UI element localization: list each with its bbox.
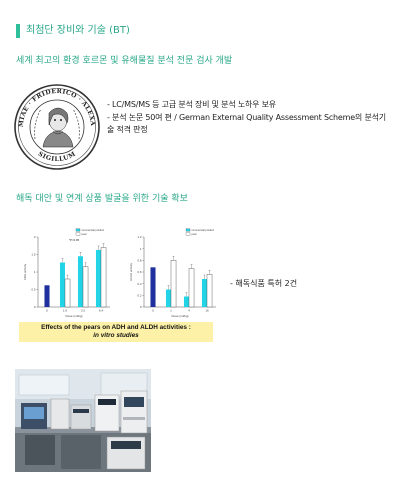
chart1-significance-label: *P<0.05 xyxy=(69,238,79,242)
chart2-ytick-label: 1 xyxy=(140,247,142,251)
chart2-y-label: ALDH activity xyxy=(129,263,133,282)
chart2-ytick-label: 1.2 xyxy=(137,235,142,239)
page-title: 최첨단 장비와 기술 (BT) xyxy=(26,25,130,36)
chart1-xtick-label: 1.6 xyxy=(63,309,68,313)
chart1-xtick-label: 3.2 xyxy=(81,309,86,313)
chart1-control-bar xyxy=(44,285,50,307)
chart2-bar xyxy=(183,296,189,307)
chart2-control-bar xyxy=(150,267,156,307)
section2-heading: 해독 대안 및 연계 상품 발굴을 위한 기술 확보 xyxy=(16,194,188,204)
chart2-bar xyxy=(165,289,171,307)
section1-heading: 세계 최고의 환경 호르몬 및 유해물질 분석 전문 검사 개발 xyxy=(16,56,233,66)
chart1-ytick-label: 0 xyxy=(34,305,36,309)
chart1-ytick-label: 0.5 xyxy=(31,288,36,292)
bullet-equipment: - LC/MS/MS 등 고급 분석 장비 및 분석 노하우 보유 xyxy=(107,100,276,109)
chart2-legend-swatch xyxy=(185,228,191,232)
chart1-bar xyxy=(100,247,107,308)
university-seal-logo: ACADEMIAE · FRIDERICO · ALEXANDRAE SIGIL… xyxy=(13,83,100,170)
patent-note: - 해독식품 특허 2건 xyxy=(230,279,298,288)
chart-caption: Effects of the pears on ADH and ALDH act… xyxy=(19,322,213,342)
chart2-legend-label: commercial product xyxy=(192,228,215,232)
chart1-x-label: Dose (ml/kg) xyxy=(65,314,82,318)
caption-line2: in vitro studies xyxy=(93,332,139,339)
chart2-xtick-label: 1 xyxy=(170,309,172,313)
chart1-bar xyxy=(82,266,89,308)
chart1-bar xyxy=(95,249,101,307)
section1-bullets: - LC/MS/MS 등 고급 분석 장비 및 분석 노하우 보유 - 분석 논… xyxy=(107,99,397,136)
chart1-bar xyxy=(64,278,71,308)
chart1-bar xyxy=(59,262,65,307)
lab-equipment-photo xyxy=(15,369,151,472)
chart2-x-label: Dose (ml/kg) xyxy=(171,314,188,318)
chart1-xtick-label: 0 xyxy=(46,309,48,313)
chart1-legend-swatch xyxy=(75,232,81,236)
chart2-ytick-label: 0.6 xyxy=(137,270,142,274)
chart1-legend-swatch xyxy=(75,228,81,232)
chart1-ytick-label: 2 xyxy=(34,235,36,239)
chart2-bar xyxy=(188,268,195,308)
chart2-legend-swatch xyxy=(185,232,191,236)
title-accent-bar xyxy=(16,24,20,38)
chart2-ytick-label: 0.4 xyxy=(137,282,142,286)
chart2-bar xyxy=(206,274,213,308)
chart2-legend-label: pear xyxy=(192,232,197,236)
bullet-papers-line2: 술 적격 판정 xyxy=(107,125,148,134)
chart1-xtick-label: 6.4 xyxy=(99,309,104,313)
chart2-bar xyxy=(201,279,207,307)
chart2-ytick-label: 0 xyxy=(140,305,142,309)
chart1-ytick-label: 1.5 xyxy=(31,253,36,257)
chart1-ytick-label: 1 xyxy=(34,270,36,274)
chart2-bar xyxy=(170,260,177,308)
chart2-ytick-label: 0.2 xyxy=(137,294,142,298)
bullet-papers-line1: - 분석 논문 50여 편 / German External Quality … xyxy=(107,113,386,122)
caption-line1: Effects of the pears on ADH and ALDH act… xyxy=(41,324,191,331)
enzyme-activity-charts: 0 0.5 1 1.5 2 ADH activity Dose (ml/kg) 0 1.6 3.2… xyxy=(23,228,216,318)
chart1-bar xyxy=(77,256,83,307)
chart2-xtick-label: 16 xyxy=(205,309,209,313)
chart1-legend-label: commercial product xyxy=(82,228,105,232)
chart2-ytick-label: 0.8 xyxy=(137,259,142,263)
chart1-legend-label: pear xyxy=(82,232,87,236)
chart2-xtick-label: 4 xyxy=(188,309,190,313)
chart2-xtick-label: 0 xyxy=(152,309,154,313)
chart1-y-label: ADH activity xyxy=(23,263,27,280)
